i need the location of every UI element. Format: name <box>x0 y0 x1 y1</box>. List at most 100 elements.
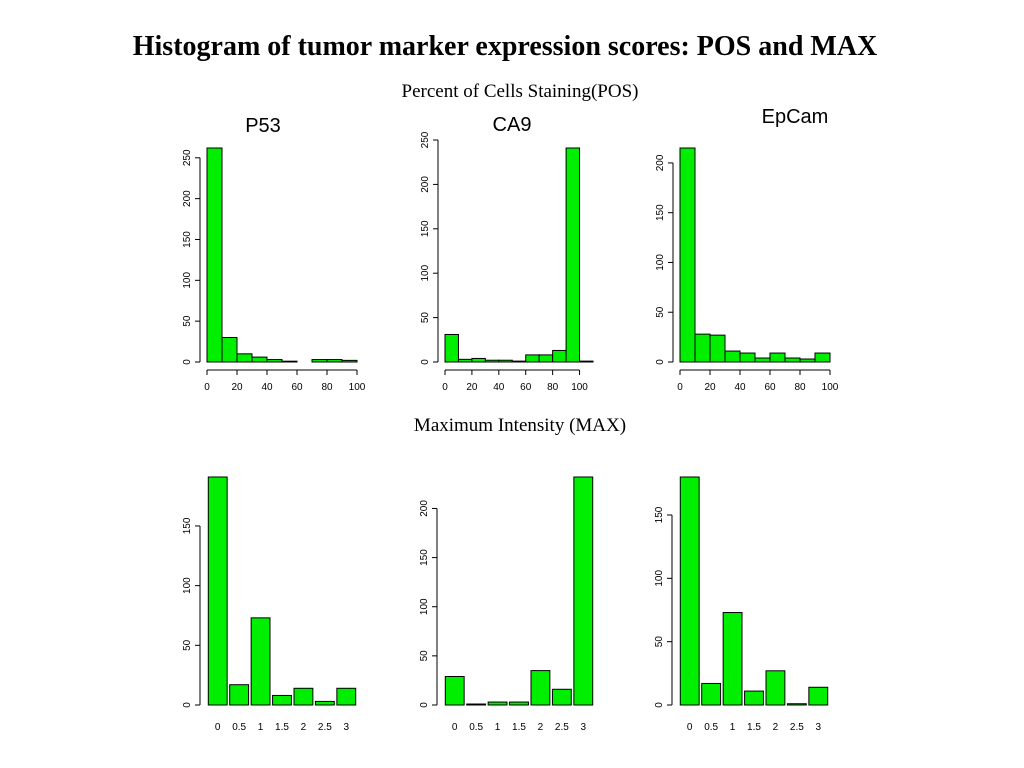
bar <box>786 703 807 706</box>
y-tick-label: 250 <box>182 149 193 166</box>
bar <box>250 617 271 706</box>
x-tick-label: 100 <box>349 382 366 393</box>
y-tick-label: 100 <box>654 570 665 587</box>
y-tick-label: 50 <box>182 639 193 651</box>
x-tick-label: 3 <box>581 722 587 733</box>
x-tick-label: 60 <box>520 382 532 393</box>
bar <box>266 359 283 363</box>
bar <box>444 333 459 363</box>
bar <box>814 352 831 363</box>
bar <box>552 349 567 363</box>
x-tick-label: 0.5 <box>232 722 246 733</box>
x-tick-label: 1 <box>258 722 264 733</box>
y-tick-label: 0 <box>182 702 193 708</box>
y-tick-label: 50 <box>655 306 666 318</box>
section-label: Percent of Cells Staining(POS) <box>402 81 639 102</box>
chart-title: P53 <box>245 115 281 137</box>
y-tick-label: 0 <box>655 359 666 365</box>
x-tick-label: 80 <box>794 382 806 393</box>
bar <box>565 147 581 363</box>
slide-title: Histogram of tumor marker expression sco… <box>133 31 878 62</box>
bar <box>694 333 711 363</box>
x-tick-label: 1.5 <box>512 722 526 733</box>
bar <box>551 688 572 706</box>
x-tick-label: 100 <box>822 382 839 393</box>
bar <box>525 354 540 363</box>
x-tick-label: 1 <box>495 722 501 733</box>
bar <box>511 360 527 363</box>
x-tick-label: 1.5 <box>747 722 761 733</box>
x-tick-label: 0 <box>452 722 458 733</box>
bar <box>251 356 268 363</box>
x-tick-label: 3 <box>816 722 822 733</box>
y-tick-label: 150 <box>420 220 431 237</box>
x-tick-label: 0 <box>687 722 693 733</box>
y-tick-label: 50 <box>182 315 193 327</box>
y-tick-label: 100 <box>655 254 666 271</box>
x-tick-label: 40 <box>493 382 505 393</box>
x-tick-label: 2 <box>538 722 544 733</box>
chart-title: EpCam <box>762 106 829 128</box>
bar <box>326 359 343 363</box>
y-tick-label: 100 <box>420 264 431 281</box>
y-tick-label: 0 <box>419 702 430 708</box>
x-tick-label: 0 <box>204 382 210 393</box>
x-tick-label: 80 <box>547 382 559 393</box>
x-tick-label: 20 <box>466 382 478 393</box>
x-tick-label: 0.5 <box>704 722 718 733</box>
bar <box>281 360 298 363</box>
x-tick-label: 100 <box>571 382 588 393</box>
bar <box>487 701 508 706</box>
x-tick-label: 40 <box>734 382 746 393</box>
x-tick-label: 2.5 <box>318 722 332 733</box>
y-tick-label: 150 <box>655 204 666 221</box>
bar <box>573 476 594 706</box>
bar <box>336 687 357 706</box>
x-tick-label: 0 <box>677 382 683 393</box>
bar <box>701 682 722 706</box>
y-tick-label: 100 <box>182 577 193 594</box>
bar <box>272 694 292 706</box>
x-tick-label: 40 <box>261 382 273 393</box>
y-tick-label: 0 <box>420 359 431 365</box>
y-tick-label: 150 <box>182 231 193 248</box>
bar <box>754 357 771 363</box>
x-tick-label: 20 <box>704 382 716 393</box>
section-label: Maximum Intensity (MAX) <box>414 415 626 436</box>
x-tick-label: 2.5 <box>555 722 569 733</box>
y-tick-label: 0 <box>182 359 193 365</box>
bar <box>229 684 250 706</box>
bar <box>739 352 756 363</box>
bar <box>314 700 335 706</box>
bar <box>579 360 594 363</box>
y-tick-label: 100 <box>419 598 430 615</box>
bar <box>457 358 473 363</box>
bar <box>722 612 743 706</box>
bar <box>293 687 314 706</box>
bar <box>311 359 328 363</box>
y-tick-label: 250 <box>420 131 431 148</box>
bar <box>498 359 513 363</box>
y-tick-label: 50 <box>654 636 665 648</box>
x-tick-label: 20 <box>231 382 243 393</box>
bar <box>709 334 726 363</box>
bar <box>444 676 465 706</box>
bar <box>221 336 238 363</box>
y-tick-label: 150 <box>419 549 430 566</box>
x-tick-label: 1 <box>730 722 736 733</box>
bar <box>236 353 253 363</box>
bar <box>341 359 358 363</box>
y-tick-label: 200 <box>419 500 430 517</box>
y-tick-label: 100 <box>182 272 193 289</box>
x-tick-label: 0 <box>215 722 221 733</box>
bar <box>679 147 696 363</box>
bar <box>207 476 228 706</box>
x-tick-label: 2 <box>301 722 307 733</box>
x-tick-label: 3 <box>344 722 350 733</box>
bar <box>538 354 554 363</box>
x-tick-label: 60 <box>291 382 303 393</box>
bar <box>744 690 764 706</box>
y-tick-label: 200 <box>182 190 193 207</box>
bar <box>509 701 529 706</box>
